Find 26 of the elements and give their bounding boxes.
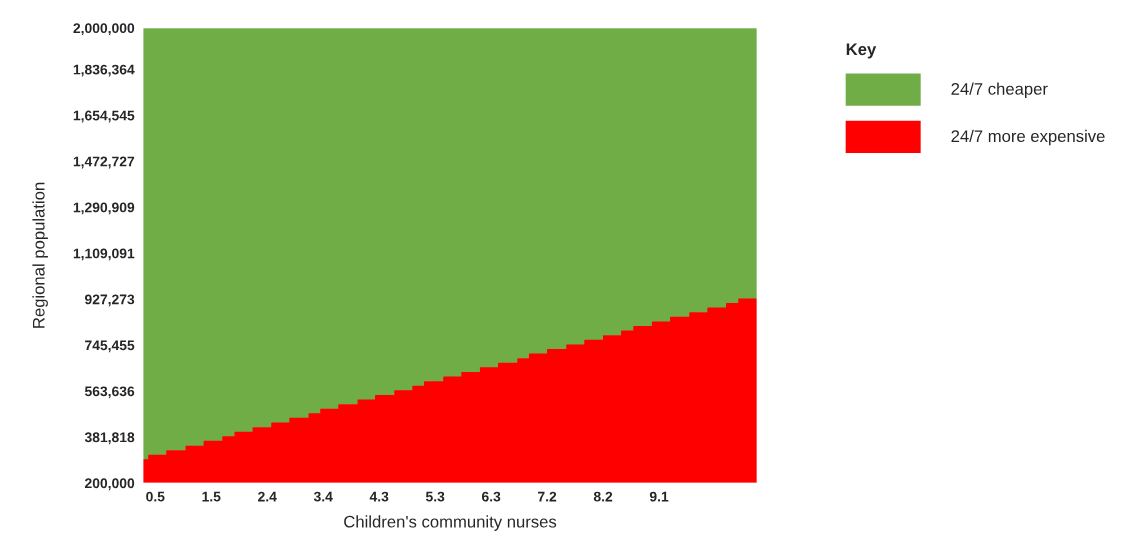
y-tick-label: 2,000,000 [73, 23, 135, 36]
x-axis-title: Children's community nurses [344, 515, 557, 531]
x-tick-label: 3.4 [313, 491, 333, 502]
y-tick-label: 1,290,909 [73, 202, 135, 215]
y-tick-label: 1,654,545 [73, 110, 135, 123]
y-tick-label: 927,273 [84, 294, 135, 307]
legend-title: Key [846, 43, 877, 59]
y-tick-label: 1,836,364 [73, 64, 135, 77]
y-tick-label: 563,636 [84, 386, 135, 399]
y-tick-label: 1,109,091 [73, 248, 135, 261]
x-tick-label: 7.2 [538, 491, 557, 502]
legend-label: 24/7 cheaper [951, 82, 1048, 99]
x-tick-label: 5.3 [425, 491, 445, 502]
y-tick-label: 200,000 [84, 478, 135, 491]
x-tick-label: 6.3 [481, 491, 501, 502]
x-tick-label: 9.1 [649, 491, 669, 502]
y-axis-title: Regional population [32, 182, 48, 328]
x-tick-label: 8.2 [593, 491, 613, 502]
y-tick-label: 745,455 [85, 340, 135, 353]
x-tick-label: 2.4 [258, 491, 277, 502]
legend-label: 24/7 more expensive [951, 129, 1105, 146]
y-tick-label: 381,818 [84, 432, 135, 445]
y-tick-label: 1,472,727 [73, 156, 135, 169]
x-tick-label: 4.3 [369, 491, 389, 502]
x-tick-label: 0.5 [146, 491, 165, 502]
x-tick-label: 1.5 [202, 491, 221, 502]
